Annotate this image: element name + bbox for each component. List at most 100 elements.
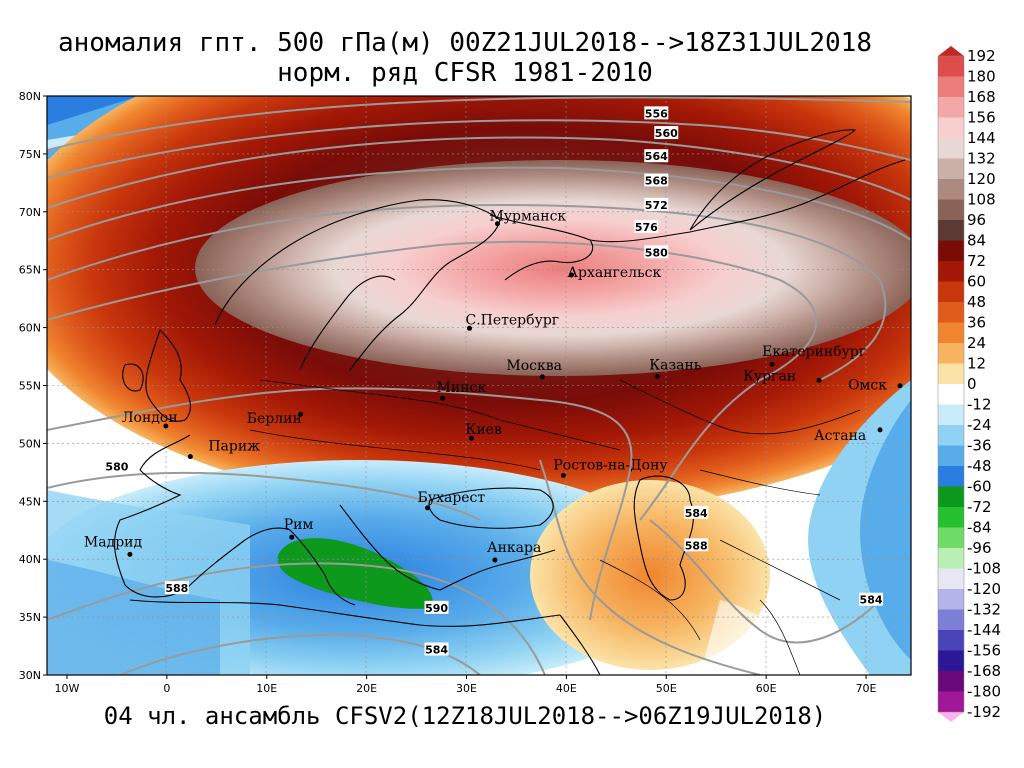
- lon-label: 60E: [756, 682, 777, 695]
- lat-label: 40N: [19, 553, 41, 566]
- lat-label: 35N: [19, 611, 41, 624]
- colorbar-label: -36: [967, 437, 992, 455]
- map-title-line2: норм. ряд CFSR 1981-2010: [277, 58, 653, 88]
- colorbar-label: 168: [967, 88, 996, 106]
- colorbar-label: 156: [967, 109, 996, 127]
- colorbar-label: -72: [967, 498, 992, 516]
- colorbar-label: -144: [967, 621, 1001, 639]
- colorbar-swatch: [938, 630, 964, 651]
- lon-label: 30E: [456, 682, 477, 695]
- colorbar-swatch: [938, 343, 964, 364]
- city-marker: [425, 505, 431, 511]
- contour-label: 568: [645, 175, 668, 188]
- colorbar-swatch: [938, 384, 964, 405]
- coastlines-borders: [114, 129, 906, 675]
- colorbar-swatch: [938, 117, 964, 139]
- colorbar-label: -120: [967, 580, 1001, 598]
- lat-label: 80N: [19, 90, 41, 103]
- colorbar-label: 96: [967, 211, 986, 229]
- city-label: Киев: [466, 422, 502, 438]
- colorbar-swatch: [938, 76, 964, 98]
- city-marker: [560, 472, 566, 478]
- colorbar-label: 36: [967, 314, 986, 332]
- colorbar-swatch: [938, 240, 964, 262]
- city-marker: [539, 374, 545, 380]
- city-marker: [816, 377, 822, 383]
- colorbar-label: 180: [967, 68, 996, 86]
- contour-label-bg: [164, 581, 189, 595]
- colorbar-label: 24: [967, 334, 986, 352]
- city-markers: Мурманск Архангельск С.Петербург Москва Каза…: [84, 209, 903, 563]
- city-label: Бухарест: [418, 490, 486, 506]
- colorbar-swatch: [938, 609, 964, 631]
- colorbar-label: -156: [967, 642, 1001, 660]
- contour-label-bg: [644, 149, 669, 163]
- colorbar-swatch: [938, 302, 964, 323]
- lon-label: 20E: [356, 682, 377, 695]
- city-marker: [494, 221, 500, 227]
- city-label: Омск: [848, 378, 887, 394]
- city-marker: [654, 373, 660, 379]
- ensemble-footer: 04 чл. ансамбль CFSV2(12Z18JUL2018-->06Z…: [103, 702, 827, 730]
- contour-label: 576: [635, 221, 658, 234]
- longitude-labels: 10W 0 10E 20E 30E 40E 50E 60E 70E: [55, 675, 877, 695]
- city-label: Екатеринбург: [762, 344, 866, 360]
- city-marker: [877, 427, 883, 433]
- colorbar-swatch: [938, 486, 964, 508]
- lon-label: 10E: [256, 682, 277, 695]
- latitude-labels: 80N 75N 70N 65N 60N 55N 50N 45N 40N 35N 30N: [19, 90, 47, 682]
- city-marker: [163, 423, 169, 429]
- colorbar-swatch: [938, 425, 964, 446]
- colorbar-label: 72: [967, 252, 986, 270]
- lat-label: 50N: [19, 437, 41, 450]
- contour-label-bg: [644, 173, 669, 187]
- city-label: С.Петербург: [466, 312, 560, 328]
- city-marker: [492, 557, 498, 563]
- city-marker: [568, 272, 574, 278]
- colorbar-swatch: [938, 199, 964, 221]
- contour-label-bg: [654, 126, 679, 140]
- city-label: Анкара: [487, 540, 541, 556]
- contour-label: 584: [685, 507, 708, 520]
- colorbar-label: 84: [967, 232, 986, 250]
- colorbar-swatch: [938, 56, 964, 77]
- colorbar-label: 48: [967, 293, 986, 311]
- contour-label-bg: [644, 245, 669, 259]
- colorbar-down-arrow: [938, 712, 964, 722]
- contour-label: 580: [105, 461, 128, 474]
- colorbar-label: -96: [967, 539, 992, 557]
- colorbar-swatch: [938, 97, 964, 118]
- colorbar-swatch: [938, 220, 964, 241]
- city-label: Ростов-на-Дону: [553, 457, 668, 473]
- graticule: [47, 96, 911, 675]
- contour-label: 588: [685, 539, 708, 552]
- contour-label: 560: [655, 127, 678, 140]
- city-marker: [187, 454, 193, 460]
- colorbar-swatch: [938, 671, 964, 692]
- city-label: Мурманск: [489, 209, 566, 225]
- colorbar-label: 12: [967, 355, 986, 373]
- city-label: Астана: [814, 428, 866, 444]
- colorbar-frame: [937, 55, 965, 713]
- lon-label: 70E: [856, 682, 877, 695]
- colorbar-swatch: [938, 548, 964, 569]
- lon-label: 50E: [656, 682, 677, 695]
- lat-label: 70N: [19, 206, 41, 219]
- contour-label-bg: [104, 459, 129, 473]
- lat-label: 30N: [19, 669, 41, 682]
- contour-label-bg: [859, 592, 884, 606]
- colorbar-label: -84: [967, 519, 992, 537]
- city-marker: [127, 551, 133, 557]
- lat-label: 55N: [19, 380, 41, 393]
- city-marker: [769, 361, 775, 367]
- city-label: Рим: [284, 517, 314, 533]
- colorbar-label: -48: [967, 457, 992, 475]
- colorbar-up-arrow: [938, 46, 964, 56]
- colorbar-swatch: [938, 179, 964, 200]
- lat-label: 65N: [19, 264, 41, 277]
- city-marker: [289, 534, 295, 540]
- city-label: Мадрид: [84, 534, 143, 550]
- colorbar-swatch: [938, 507, 964, 528]
- contour-label-bg: [644, 106, 669, 120]
- contour-label: 580: [645, 246, 668, 259]
